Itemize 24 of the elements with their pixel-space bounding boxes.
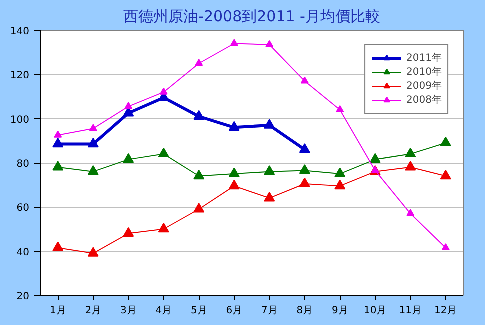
legend-label: 2010年 xyxy=(406,66,442,79)
x-tick-label: 4月 xyxy=(156,306,172,316)
y-tick-label: 100 xyxy=(10,114,30,126)
y-tick-label: 20 xyxy=(16,292,30,302)
y-tick-label: 60 xyxy=(16,203,30,214)
x-tick-label: 2月 xyxy=(85,306,102,316)
x-tick-label: 12月 xyxy=(434,306,458,316)
legend-label: 2009年 xyxy=(406,80,442,93)
x-tick-label: 9月 xyxy=(332,306,348,316)
x-tick-label: 10月 xyxy=(364,306,387,316)
legend-label: 2008年 xyxy=(406,94,442,107)
y-tick-label: 40 xyxy=(16,247,30,258)
y-tick-label: 120 xyxy=(10,70,30,82)
y-tick-label: 80 xyxy=(16,159,30,170)
legend-label: 2011年 xyxy=(406,52,442,65)
x-tick-label: 1月 xyxy=(50,306,66,316)
x-tick-label: 3月 xyxy=(120,306,137,316)
y-tick-label: 140 xyxy=(10,26,30,38)
chart-title: 西德州原油-2008到2011 -月均價比較 xyxy=(124,8,380,26)
x-tick-label: 7月 xyxy=(261,306,278,316)
x-tick-label: 5月 xyxy=(190,306,208,316)
x-tick-label: 6月 xyxy=(226,306,243,316)
x-tick-label: 8月 xyxy=(296,306,314,316)
x-tick-label: 11月 xyxy=(399,306,422,316)
